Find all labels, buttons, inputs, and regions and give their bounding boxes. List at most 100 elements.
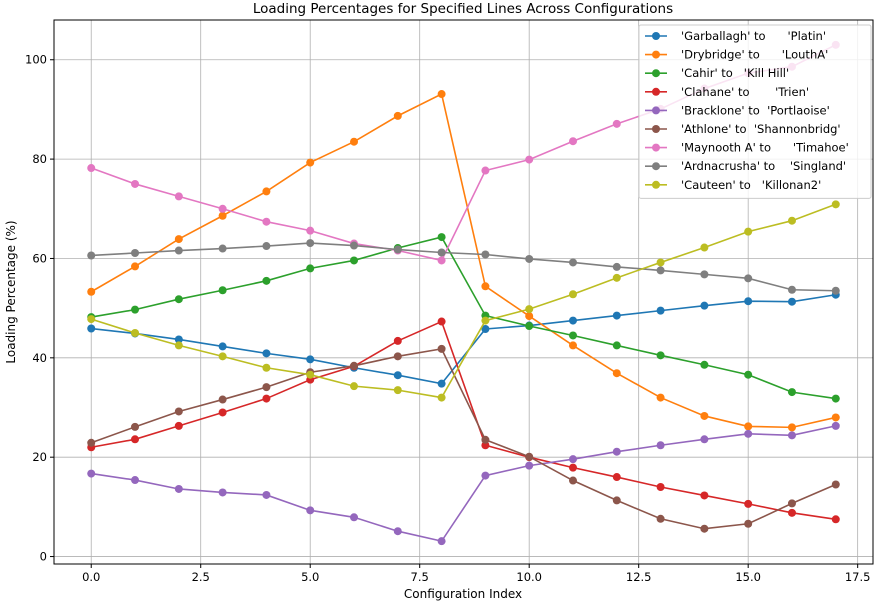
legend-swatch-marker [652,162,660,171]
data-point [700,491,709,500]
data-point [744,370,753,379]
y-tick-label: 60 [32,251,47,265]
data-point [262,363,271,372]
data-point [218,408,227,417]
series-line [90,203,837,399]
data-point [87,315,96,324]
legend-box [638,24,872,199]
data-point [787,423,796,432]
data-point [525,461,534,470]
data-point [612,369,621,378]
data-point [174,421,183,430]
data-point [218,488,227,497]
data-point [306,506,315,515]
series-8 [87,239,840,295]
data-point [437,537,446,546]
data-point [262,242,271,251]
data-point [437,233,446,242]
y-tick-label: 0 [40,550,47,564]
data-point [174,246,183,255]
data-point [87,251,96,260]
data-point [525,254,534,263]
legend-label: 'Cahir' to 'Kill Hill' [681,66,789,80]
legend-label: 'Ardnacrusha' to 'Singland' [681,159,846,173]
legend-entry: 'Cauteen' to 'Killonan2' [645,178,821,192]
data-point [568,331,577,340]
data-point [612,262,621,271]
x-axis-label: Configuration Index [404,587,522,601]
data-point [656,514,665,523]
data-point [612,341,621,350]
data-point [437,393,446,402]
legend-label: 'Athlone' to 'Shannonbridg' [681,122,841,136]
data-point [306,264,315,273]
data-point [481,250,490,259]
data-point [525,452,534,461]
data-point [656,482,665,491]
data-point [393,371,402,380]
data-point [568,455,577,464]
data-point [612,119,621,128]
data-point [393,111,402,120]
data-point [787,508,796,517]
x-tick-label: 5.0 [301,570,319,584]
data-point [656,351,665,360]
data-point [306,226,315,235]
legend-label: 'Cauteen' to 'Killonan2' [681,178,821,192]
data-point [787,388,796,397]
data-point [656,441,665,450]
data-point [393,336,402,345]
data-point [350,513,359,522]
data-point [612,496,621,505]
series-5 [87,421,840,546]
data-point [700,435,709,444]
y-axis-label: Loading Percentage (%) [4,220,18,363]
data-point [700,360,709,369]
series-line [91,425,836,543]
data-point [87,287,96,296]
legend-entry: 'Clahane' to 'Trien' [645,85,809,99]
data-point [262,187,271,196]
data-point [218,286,227,295]
data-point [262,383,271,392]
data-point [437,256,446,265]
data-point [131,262,140,271]
data-point [393,386,402,395]
legend-entry: 'Maynooth A' to 'Timahoe' [645,141,849,155]
data-point [831,394,840,403]
legend-swatch-marker [652,32,660,40]
series-1 [87,290,840,388]
data-point [131,305,140,314]
data-point [262,349,271,358]
series-line [90,347,837,530]
series-3 [87,233,840,403]
data-point [437,248,446,257]
data-point [612,311,621,320]
chart-title: Loading Percentages for Specified Lines … [253,1,673,17]
legend-entry: 'Athlone' to 'Shannonbridg' [645,122,841,136]
legend-swatch-marker [652,50,660,59]
data-point [393,245,402,254]
data-point [744,429,753,438]
legend-label: 'Clahane' to 'Trien' [681,85,809,99]
series-layer [87,40,840,546]
data-point [131,422,140,431]
y-tick-label: 20 [32,450,47,464]
data-point [218,244,227,253]
data-point [437,90,446,99]
data-point [437,379,446,388]
data-point [437,317,446,326]
data-point [700,243,709,252]
data-point [568,137,577,146]
x-tick-label: 12.5 [626,570,652,584]
data-point [744,297,753,306]
legend-label: 'Maynooth A' to 'Timahoe' [681,141,849,155]
series-line [90,92,836,429]
data-point [218,204,227,213]
y-tick-label: 80 [32,152,47,166]
data-point [525,312,534,321]
data-point [481,282,490,291]
data-point [262,394,271,403]
data-point [131,249,140,258]
data-point [612,447,621,456]
